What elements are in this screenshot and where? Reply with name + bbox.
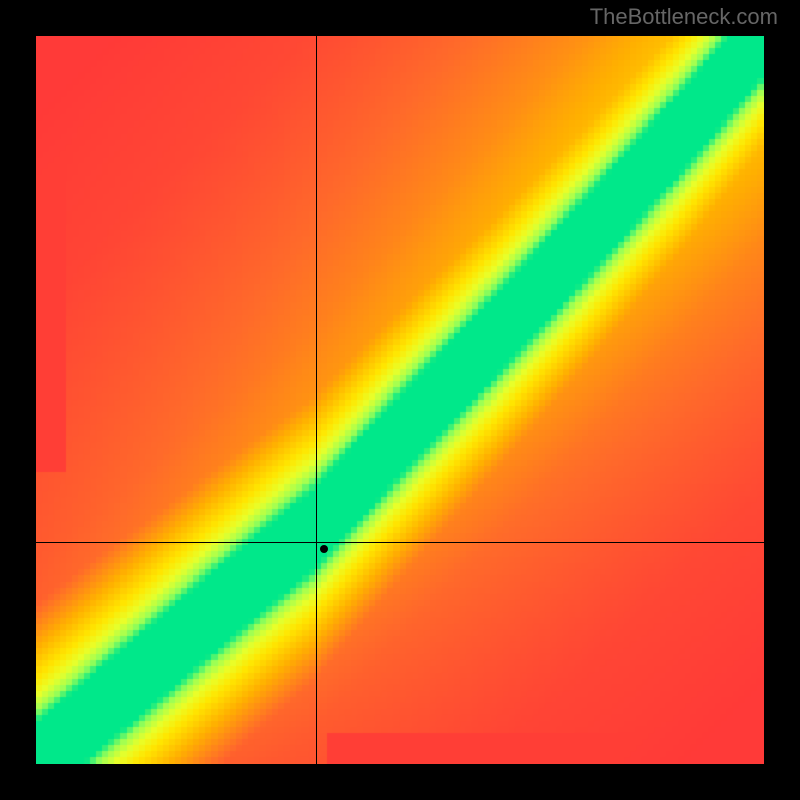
crosshair-vertical [316, 36, 317, 764]
bottleneck-heatmap [36, 36, 764, 764]
selection-marker [320, 545, 328, 553]
watermark-text: TheBottleneck.com [590, 4, 778, 30]
crosshair-horizontal [36, 542, 764, 543]
plot-area [36, 36, 764, 764]
